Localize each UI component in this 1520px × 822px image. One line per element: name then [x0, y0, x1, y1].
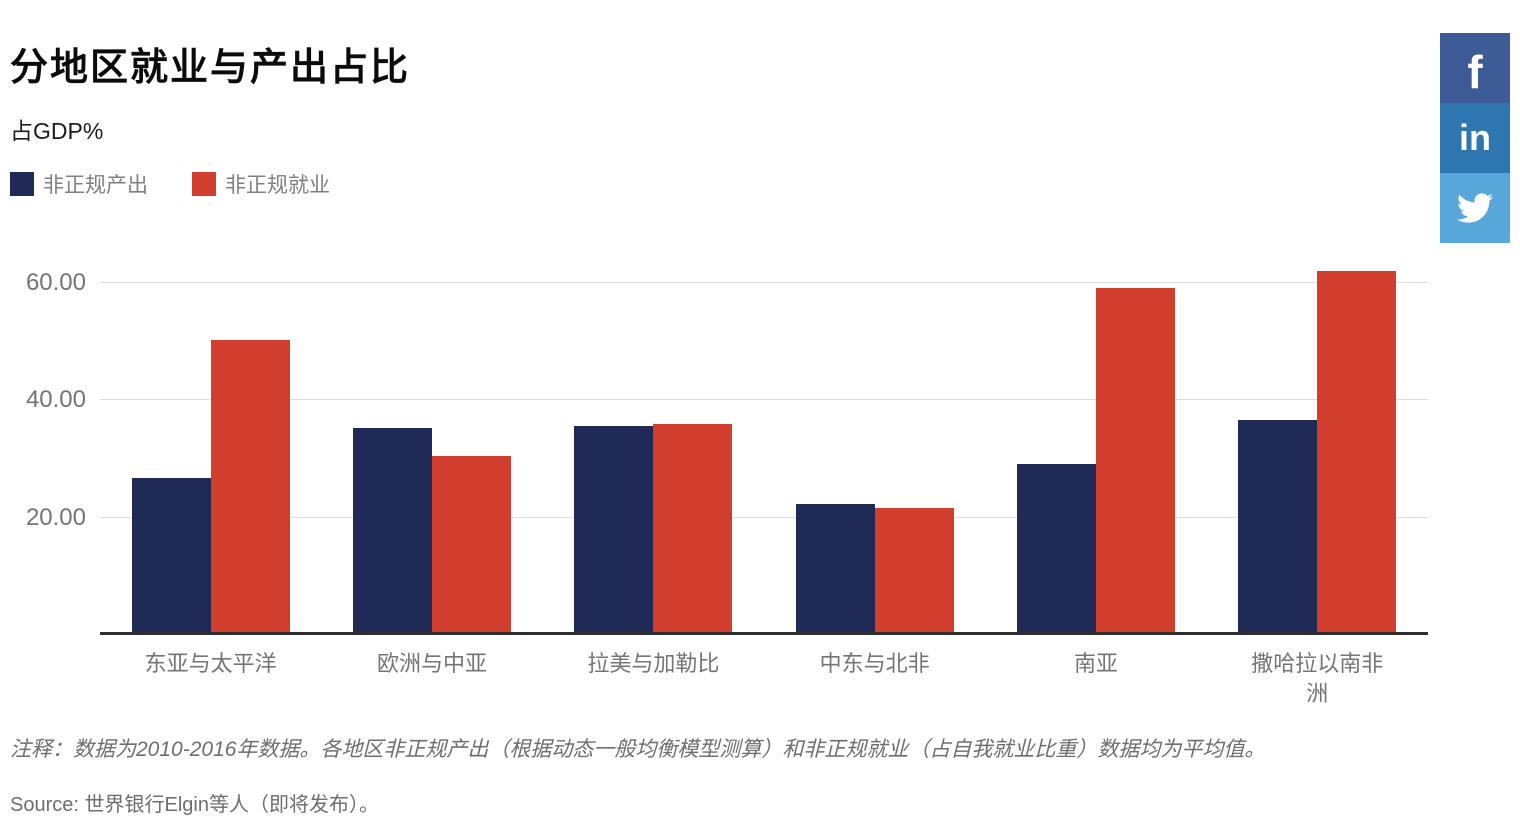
- x-axis-category-label: 拉美与加勒比: [587, 651, 720, 676]
- x-axis-category-cell: 南亚: [985, 649, 1206, 709]
- bar-informal-employment-4: [874, 508, 954, 635]
- x-axis-category-label: 南亚: [1073, 651, 1118, 676]
- chart-source: Source: 世界银行Elgin等人（即将发布）。: [10, 794, 379, 816]
- gridline-20: [100, 516, 1428, 518]
- bar-groups: [100, 255, 1428, 635]
- facebook-icon: f: [1467, 46, 1483, 98]
- y-axis-tick-label: 40.00: [25, 386, 86, 414]
- bar-informal-employment-5: [1095, 288, 1175, 635]
- y-axis-tick-label: 60.00: [25, 269, 86, 297]
- bar-informal-output-2: [352, 428, 432, 635]
- bar-group-1: [100, 255, 321, 635]
- legend-swatch-informal-output: [10, 172, 34, 196]
- twitter-icon: [1454, 190, 1496, 226]
- x-axis-category-label: 撒哈拉以南非洲: [1251, 651, 1384, 706]
- social-share-buttons: f in: [1440, 33, 1510, 243]
- bar-informal-employment-3: [653, 424, 733, 635]
- x-axis-category-cell: 拉美与加勒比: [543, 649, 764, 709]
- bar-informal-output-3: [574, 426, 654, 635]
- x-axis-category-cell: 欧洲与中亚: [321, 649, 542, 709]
- x-axis-labels: 东亚与太平洋 欧洲与中亚 拉美与加勒比 中东与北非 南亚 撒哈拉以南非洲: [100, 649, 1428, 709]
- legend-item-informal-output: 非正规产出: [10, 169, 148, 199]
- legend-label: 非正规产出: [43, 174, 148, 197]
- x-axis-category-cell: 撒哈拉以南非洲: [1207, 649, 1428, 709]
- bar-informal-output-4: [795, 504, 875, 635]
- bar-informal-output-5: [1016, 464, 1096, 635]
- bar-group-2: [321, 255, 542, 635]
- bar-informal-output-6: [1238, 420, 1318, 635]
- x-axis-category-label: 欧洲与中亚: [376, 651, 487, 676]
- x-axis-line: [100, 632, 1428, 635]
- bar-group-5: [985, 255, 1206, 635]
- x-axis-category-label: 东亚与太平洋: [144, 651, 277, 676]
- plot-area: [100, 255, 1428, 635]
- y-axis-unit-label: 占GDP%: [10, 118, 104, 144]
- bar-informal-output-1: [131, 478, 211, 635]
- y-axis: 20.00 40.00 60.00: [0, 255, 86, 635]
- twitter-share-button[interactable]: [1440, 173, 1510, 243]
- gridline-40: [100, 399, 1428, 401]
- bar-informal-employment-2: [431, 456, 511, 635]
- facebook-share-button[interactable]: f: [1440, 33, 1510, 103]
- page-title: 分地区就业与产出占比: [10, 47, 411, 89]
- y-axis-tick-label: 20.00: [25, 503, 86, 531]
- legend-swatch-informal-employment: [192, 172, 216, 196]
- bar-group-3: [543, 255, 764, 635]
- bar-informal-employment-6: [1317, 270, 1397, 635]
- bar-informal-employment-1: [210, 340, 290, 635]
- bar-chart: 20.00 40.00 60.00 东亚与太平洋 欧洲与中亚 拉美与加勒比 中东与北非 南亚…: [0, 255, 1520, 706]
- linkedin-share-button[interactable]: in: [1440, 103, 1510, 173]
- bar-group-6: [1207, 255, 1428, 635]
- x-axis-category-cell: 中东与北非: [764, 649, 985, 709]
- bar-group-4: [764, 255, 985, 635]
- chart-note: 注释：数据为2010-2016年数据。各地区非正规产出（根据动态一般均衡模型测算…: [10, 738, 1266, 761]
- chart-legend: 非正规产出 非正规就业: [10, 169, 330, 199]
- legend-label: 非正规就业: [225, 174, 330, 197]
- x-axis-category-label: 中东与北非: [819, 651, 930, 676]
- gridline-60: [100, 282, 1428, 284]
- x-axis-category-cell: 东亚与太平洋: [100, 649, 321, 709]
- legend-item-informal-employment: 非正规就业: [192, 169, 330, 199]
- linkedin-icon: in: [1459, 117, 1491, 158]
